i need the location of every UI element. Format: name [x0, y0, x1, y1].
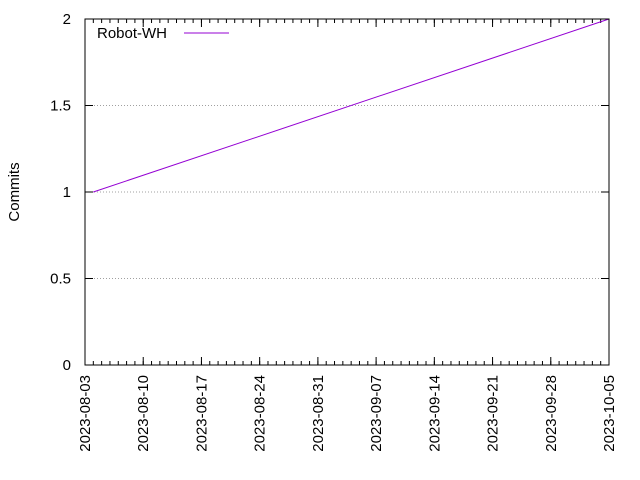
x-tick-label: 2023-08-31: [310, 375, 327, 452]
x-tick-label: 2023-09-14: [426, 375, 443, 452]
y-tick-label: 1.5: [50, 98, 71, 115]
x-tick-labels: 2023-08-03 2023-08-10 2023-08-17 2023-08-24…: [77, 375, 618, 452]
y-axis-title: Commits: [6, 162, 23, 221]
y-tick-label: 0.5: [50, 271, 71, 288]
y-tick-label: 0: [63, 357, 71, 374]
x-tick-label: 2023-10-05: [601, 375, 618, 452]
grid-lines: [85, 105, 609, 279]
x-tick-label: 2023-08-24: [252, 375, 269, 452]
series-layer: [93, 18, 610, 193]
x-tick-label: 2023-09-07: [368, 375, 385, 452]
legend-label-robot-wh: Robot-WH: [97, 25, 167, 42]
x-tick-label: 2023-08-17: [193, 375, 210, 452]
x-tick-label: 2023-08-03: [77, 375, 94, 452]
series-line-robot-wh: [93, 18, 610, 193]
minor-ticks: [84, 19, 610, 365]
plot-frame: [84, 18, 610, 366]
y-tick-labels: 0 0.5 1 1.5 2: [50, 11, 71, 374]
x-tick-label: 2023-09-21: [485, 375, 502, 452]
x-tick-label: 2023-08-10: [135, 375, 152, 452]
legend: Robot-WH: [97, 25, 229, 42]
y-tick-label: 1: [63, 184, 71, 201]
x-tick-label: 2023-09-28: [543, 375, 560, 452]
y-tick-label: 2: [63, 11, 71, 28]
